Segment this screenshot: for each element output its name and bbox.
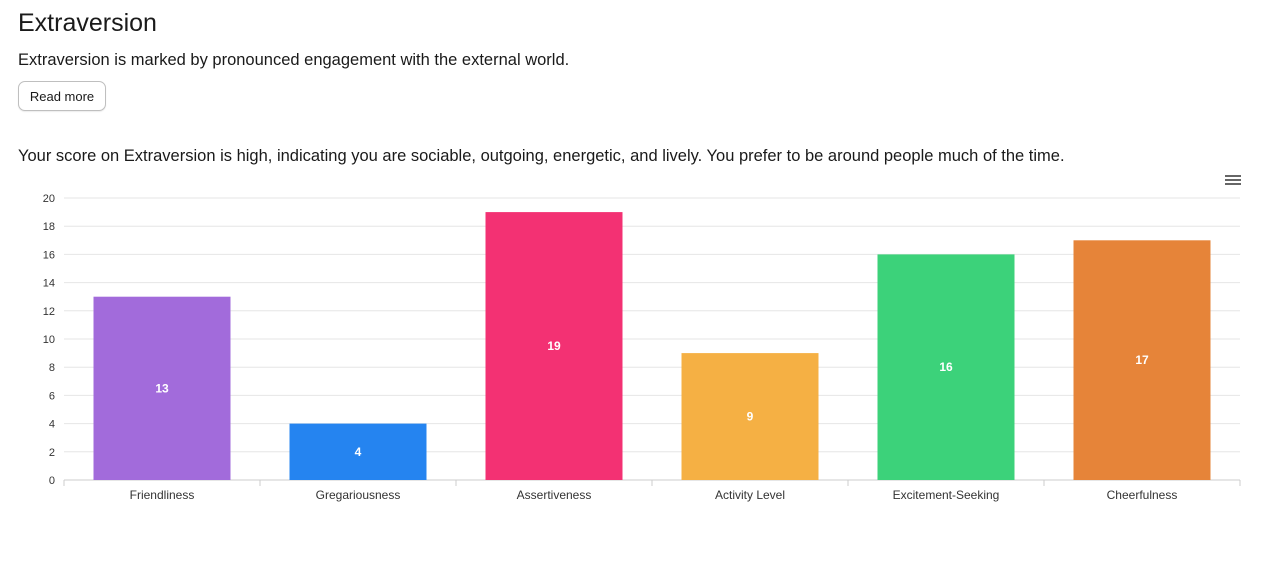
read-more-button[interactable]: Read more [18,81,106,111]
y-tick-label: 10 [43,334,55,346]
bar-chart: 0 2 4 6 8 10 12 14 16 18 20 13 Friendliness 4 Gregario… [43,193,1241,502]
bar-value-label: 17 [1135,353,1149,367]
page-title: Extraversion [18,9,157,37]
x-tick-label: Gregariousness [316,488,401,502]
bar-friendliness[interactable] [93,296,231,480]
x-tick-label: Assertiveness [517,488,592,502]
bar-value-label: 16 [939,360,953,374]
x-tick-label: Friendliness [130,488,195,502]
y-tick-label: 8 [49,362,55,374]
trait-description: Extraversion is marked by pronounced eng… [18,51,570,69]
bar-excitement-seeking[interactable] [877,254,1015,480]
x-tick-label: Activity Level [715,488,785,502]
y-tick-label: 4 [49,419,55,431]
score-summary: Your score on Extraversion is high, indi… [18,147,1065,165]
bar-value-label: 9 [747,410,754,424]
y-tick-label: 12 [43,306,55,318]
bar-value-label: 13 [155,381,169,395]
hamburger-menu-icon[interactable] [1222,172,1244,190]
bar-value-label: 19 [547,339,561,353]
y-tick-label: 6 [49,390,55,402]
y-tick-label: 18 [43,221,55,233]
y-tick-label: 20 [43,193,55,205]
y-tick-label: 0 [49,475,55,487]
bar-assertiveness[interactable] [485,212,623,480]
bar-gregariousness[interactable] [289,423,427,480]
bar-cheerfulness[interactable] [1073,240,1211,480]
y-tick-label: 14 [43,278,55,290]
y-tick-label: 2 [49,447,55,459]
bar-activity-level[interactable] [681,353,819,480]
x-tick-label: Excitement-Seeking [893,488,1000,502]
y-tick-label: 16 [43,249,55,261]
x-tick-label: Cheerfulness [1107,488,1178,502]
bar-value-label: 4 [355,445,362,459]
